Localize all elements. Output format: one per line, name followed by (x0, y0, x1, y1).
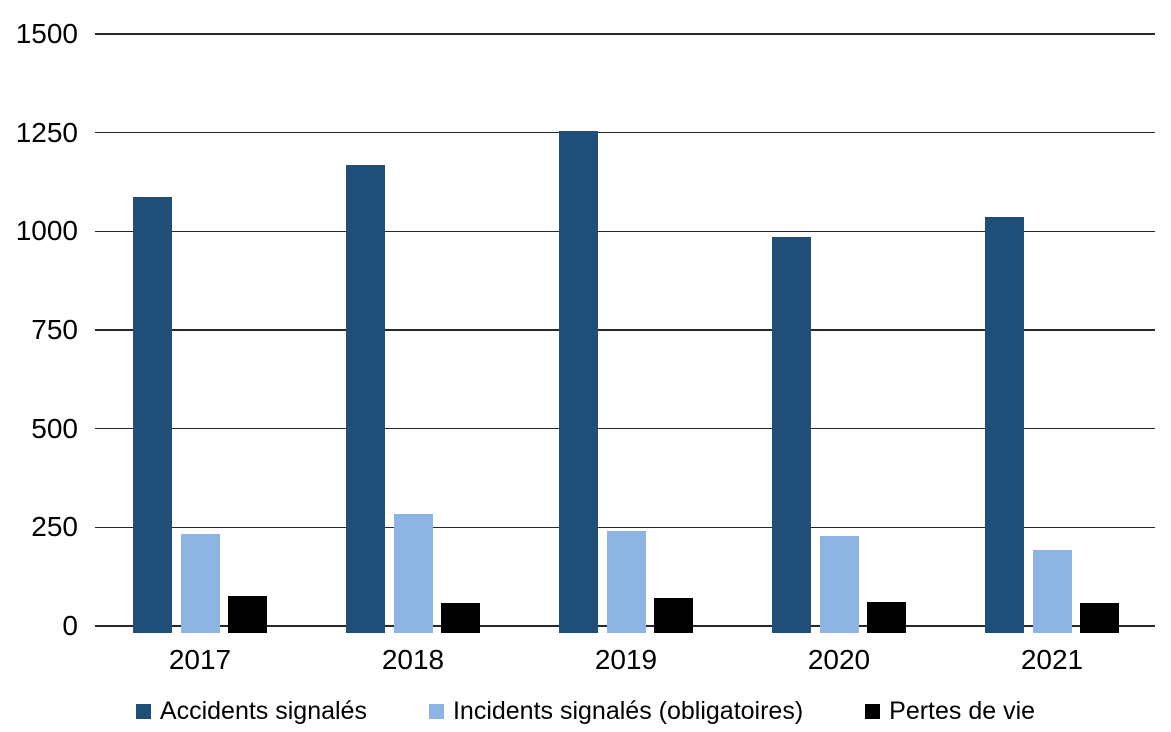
legend-swatch-icon (865, 703, 881, 719)
bar-2018-series-3 (441, 603, 480, 633)
gridline-1000 (95, 230, 1155, 233)
x-tick-label-2020: 2020 (807, 644, 871, 675)
y-tick-label-0: 0 (62, 610, 78, 641)
bar-2020-series-2 (819, 535, 859, 633)
x-tick-label-2017: 2017 (168, 644, 232, 675)
bar-2020-series-1 (772, 236, 811, 633)
bar-group-2021 (985, 34, 1119, 633)
bar-2020-series-3 (867, 602, 906, 633)
bar-2021-series-1 (985, 217, 1024, 633)
legend-label: Accidents signalés (159, 697, 367, 725)
x-tick-label-2019: 2019 (594, 644, 658, 675)
legend: Accidents signalés Incidents signalés (ob… (0, 696, 1171, 726)
bar-group-2017 (133, 34, 267, 633)
bar-2021-series-3 (1080, 602, 1119, 633)
bar-group-2019 (559, 34, 693, 633)
legend-item-2: Incidents signalés (obligatoires) (428, 696, 804, 726)
legend-item-1: Accidents signalés (135, 696, 367, 726)
bar-2017-series-3 (228, 596, 267, 633)
x-tick-label-2018: 2018 (381, 644, 445, 675)
bar-2019-series-3 (654, 598, 693, 633)
bar-2019-series-2 (606, 530, 646, 633)
bar-2017-series-1 (133, 197, 172, 633)
legend-label: Pertes de vie (889, 697, 1036, 725)
gridline-250 (95, 526, 1155, 529)
gridline-1500 (95, 33, 1155, 35)
bar-2021-series-2 (1032, 549, 1072, 633)
bar-2018-series-2 (393, 513, 433, 633)
bar-2018-series-1 (346, 165, 385, 633)
y-tick-label-250: 250 (31, 511, 78, 543)
y-tick-label-1500: 1500 (15, 18, 78, 49)
legend-swatch-icon (135, 703, 151, 719)
y-tick-label-750: 750 (31, 314, 78, 345)
gridline-1250 (95, 131, 1155, 134)
bar-group-2018 (346, 34, 480, 633)
bar-2019-series-1 (559, 130, 598, 633)
x-tick-label-2021: 2021 (1020, 644, 1084, 675)
gridline-500 (95, 427, 1155, 430)
y-tick-label-1000: 1000 (15, 215, 78, 247)
y-tick-label-500: 500 (31, 412, 78, 444)
bar-2017-series-2 (180, 533, 220, 633)
legend-item-3: Pertes de vie (865, 696, 1035, 726)
bar-group-2020 (772, 34, 906, 633)
gridline-750 (95, 329, 1155, 331)
legend-swatch-icon (428, 703, 444, 719)
plot-area (95, 33, 1155, 633)
y-tick-label-1250: 1250 (15, 116, 78, 148)
legend-label: Incidents signalés (obligatoires) (452, 697, 804, 725)
